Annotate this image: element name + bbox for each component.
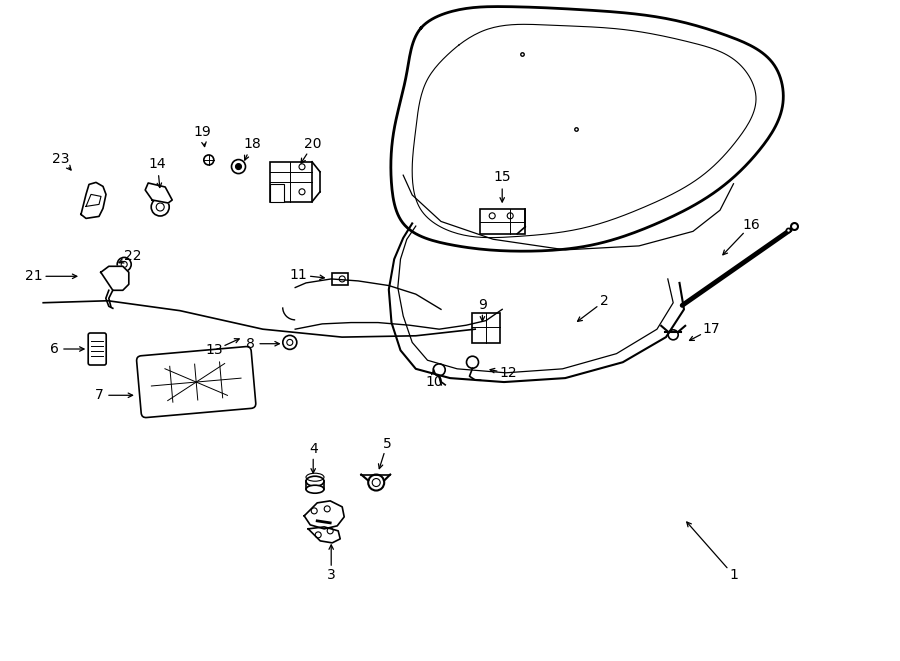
Text: 13: 13 bbox=[205, 343, 223, 358]
Ellipse shape bbox=[306, 476, 324, 486]
Text: 7: 7 bbox=[94, 388, 104, 403]
Circle shape bbox=[151, 198, 169, 216]
Text: 3: 3 bbox=[327, 568, 336, 582]
Text: 21: 21 bbox=[25, 269, 43, 284]
Text: 14: 14 bbox=[148, 157, 166, 171]
Polygon shape bbox=[81, 182, 106, 218]
Circle shape bbox=[236, 163, 241, 170]
Text: 12: 12 bbox=[500, 366, 518, 381]
Text: 2: 2 bbox=[600, 293, 609, 308]
Circle shape bbox=[466, 356, 479, 368]
Polygon shape bbox=[101, 266, 129, 290]
FancyBboxPatch shape bbox=[137, 346, 256, 418]
Text: 17: 17 bbox=[702, 322, 720, 336]
Text: 20: 20 bbox=[304, 137, 322, 151]
FancyBboxPatch shape bbox=[270, 184, 284, 202]
FancyBboxPatch shape bbox=[472, 313, 500, 343]
Text: 8: 8 bbox=[246, 336, 255, 351]
FancyBboxPatch shape bbox=[332, 273, 348, 285]
Circle shape bbox=[231, 159, 246, 174]
Circle shape bbox=[283, 335, 297, 350]
Circle shape bbox=[117, 257, 131, 272]
Text: 22: 22 bbox=[124, 249, 142, 264]
Text: 4: 4 bbox=[309, 442, 318, 457]
Text: 1: 1 bbox=[729, 568, 738, 582]
Circle shape bbox=[368, 475, 384, 490]
Text: 9: 9 bbox=[478, 298, 487, 313]
Text: 18: 18 bbox=[243, 137, 261, 151]
Circle shape bbox=[433, 364, 446, 376]
FancyBboxPatch shape bbox=[88, 333, 106, 365]
Text: 6: 6 bbox=[50, 342, 58, 356]
Text: 11: 11 bbox=[290, 268, 308, 282]
Text: 5: 5 bbox=[382, 437, 392, 451]
Text: 16: 16 bbox=[742, 217, 760, 232]
Text: 15: 15 bbox=[493, 170, 511, 184]
Text: 19: 19 bbox=[194, 125, 212, 139]
Text: 23: 23 bbox=[52, 151, 70, 166]
Text: 10: 10 bbox=[425, 375, 443, 389]
FancyBboxPatch shape bbox=[481, 209, 526, 234]
Polygon shape bbox=[145, 183, 172, 203]
Ellipse shape bbox=[306, 485, 324, 493]
Circle shape bbox=[668, 330, 679, 340]
FancyBboxPatch shape bbox=[270, 162, 312, 202]
Circle shape bbox=[203, 155, 214, 165]
